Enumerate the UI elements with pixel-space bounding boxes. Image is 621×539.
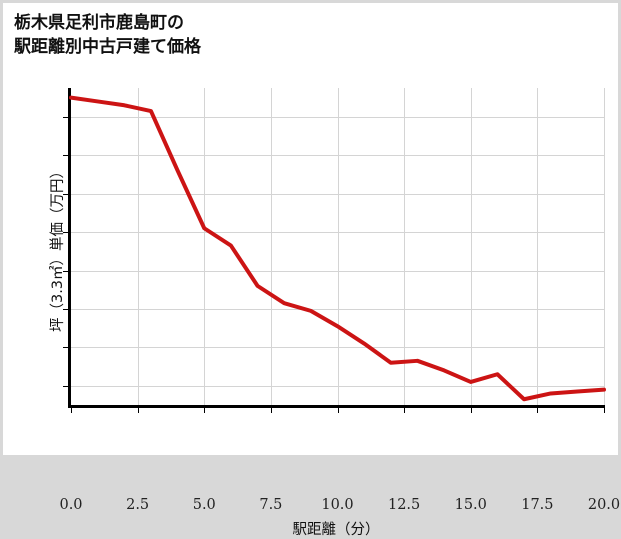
gridline-vertical	[537, 88, 539, 405]
x-tick-mark	[537, 408, 539, 413]
x-tick-mark	[604, 408, 605, 413]
y-tick-mark	[63, 193, 68, 195]
x-tick-mark	[270, 408, 272, 413]
x-tick-label: 5.0	[192, 497, 216, 513]
gridline-vertical	[204, 88, 206, 405]
x-tick-mark	[137, 408, 139, 413]
x-tick-label: 20.0	[587, 497, 621, 513]
y-tick-mark	[63, 116, 68, 118]
y-axis-line	[68, 88, 71, 408]
y-tick-mark	[63, 347, 68, 349]
x-tick-label: 15.0	[454, 497, 487, 513]
data-line-series	[69, 95, 606, 402]
x-tick-mark	[204, 408, 206, 413]
y-tick-mark	[63, 270, 68, 272]
x-tick-label: 17.5	[521, 497, 554, 513]
gridline-vertical	[604, 88, 605, 405]
gridline-vertical	[470, 88, 472, 405]
gridline-vertical	[137, 88, 139, 405]
y-tick-mark	[63, 385, 68, 387]
chart-figure: 栃木県足利市鹿島町の 駅距離別中古戸建て価格 26.426.626.827.02…	[3, 3, 620, 538]
x-tick-label: 10.0	[321, 497, 354, 513]
x-tick-mark	[337, 408, 339, 413]
chart-title: 栃木県足利市鹿島町の 駅距離別中古戸建て価格	[14, 13, 201, 58]
x-tick-label: 12.5	[387, 497, 421, 513]
x-tick-mark	[404, 408, 406, 413]
y-tick-mark	[63, 155, 68, 157]
y-tick-mark	[63, 232, 68, 234]
x-axis-line	[68, 405, 605, 408]
plot-area: 26.426.626.827.027.227.427.627.8 0.02.55…	[50, 88, 620, 538]
gridline-vertical	[404, 88, 406, 405]
series-polyline	[69, 95, 606, 402]
x-tick-mark	[71, 408, 72, 413]
gridline-vertical	[337, 88, 339, 405]
y-axis-label: 坪（3.3㎡）単価（万円）	[50, 163, 66, 333]
x-tick-mark	[470, 408, 472, 413]
x-axis-label: 駅距離（分）	[292, 522, 380, 538]
x-tick-label: 7.5	[259, 497, 283, 513]
gridline-vertical	[270, 88, 272, 405]
y-tick-mark	[63, 308, 68, 310]
x-tick-label: 2.5	[126, 497, 150, 513]
x-tick-label: 0.0	[59, 497, 83, 513]
